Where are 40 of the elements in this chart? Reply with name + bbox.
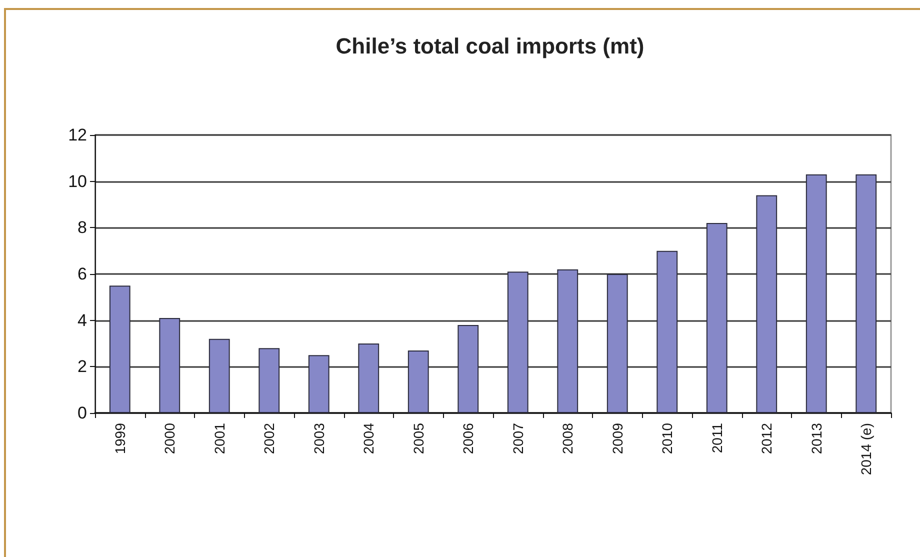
x-tick-label: 2003 — [310, 422, 327, 454]
x-tick-label: 2001 — [211, 422, 228, 454]
y-tick-label: 0 — [78, 404, 87, 422]
x-tick-label: 2008 — [560, 422, 576, 454]
x-tick-label: 2005 — [410, 422, 426, 454]
bar — [656, 250, 678, 413]
x-tick-label: 2013 — [808, 422, 824, 454]
bar — [557, 269, 578, 413]
y-tick-label: 4 — [78, 310, 87, 330]
bar — [507, 272, 528, 413]
x-tick-label: 2007 — [510, 422, 526, 454]
bar — [109, 286, 130, 413]
bar — [208, 338, 230, 413]
bar — [606, 274, 628, 413]
y-tick-label: 10 — [68, 172, 87, 191]
bar — [408, 350, 429, 413]
x-tick-label: 2010 — [659, 422, 676, 454]
chart-title: Chile’s total coal imports (mt) — [336, 34, 644, 58]
x-tick-label: 2012 — [758, 422, 775, 454]
x-tick-label: 2000 — [162, 422, 178, 454]
bar — [706, 223, 728, 413]
x-tick-label: 2004 — [360, 422, 377, 454]
bar — [806, 174, 827, 413]
x-tick-label: 2009 — [609, 422, 626, 454]
x-tick-label: 2006 — [460, 422, 476, 454]
y-tick-label: 2 — [78, 357, 87, 376]
y-tick-label: 12 — [68, 126, 87, 144]
y-tick-label: 8 — [78, 218, 87, 238]
bar — [756, 195, 778, 413]
x-tick-label: 2002 — [261, 422, 278, 454]
bar — [358, 344, 380, 413]
x-tick-label: 2014 (e) — [858, 423, 874, 476]
bar — [159, 318, 180, 413]
y-tick-label: 6 — [78, 264, 87, 284]
bar — [856, 174, 877, 413]
bar — [458, 324, 479, 413]
bar — [308, 355, 330, 413]
x-tick-label: 1999 — [112, 422, 128, 454]
x-tick-label: 2011 — [708, 422, 725, 454]
bar — [258, 348, 280, 413]
